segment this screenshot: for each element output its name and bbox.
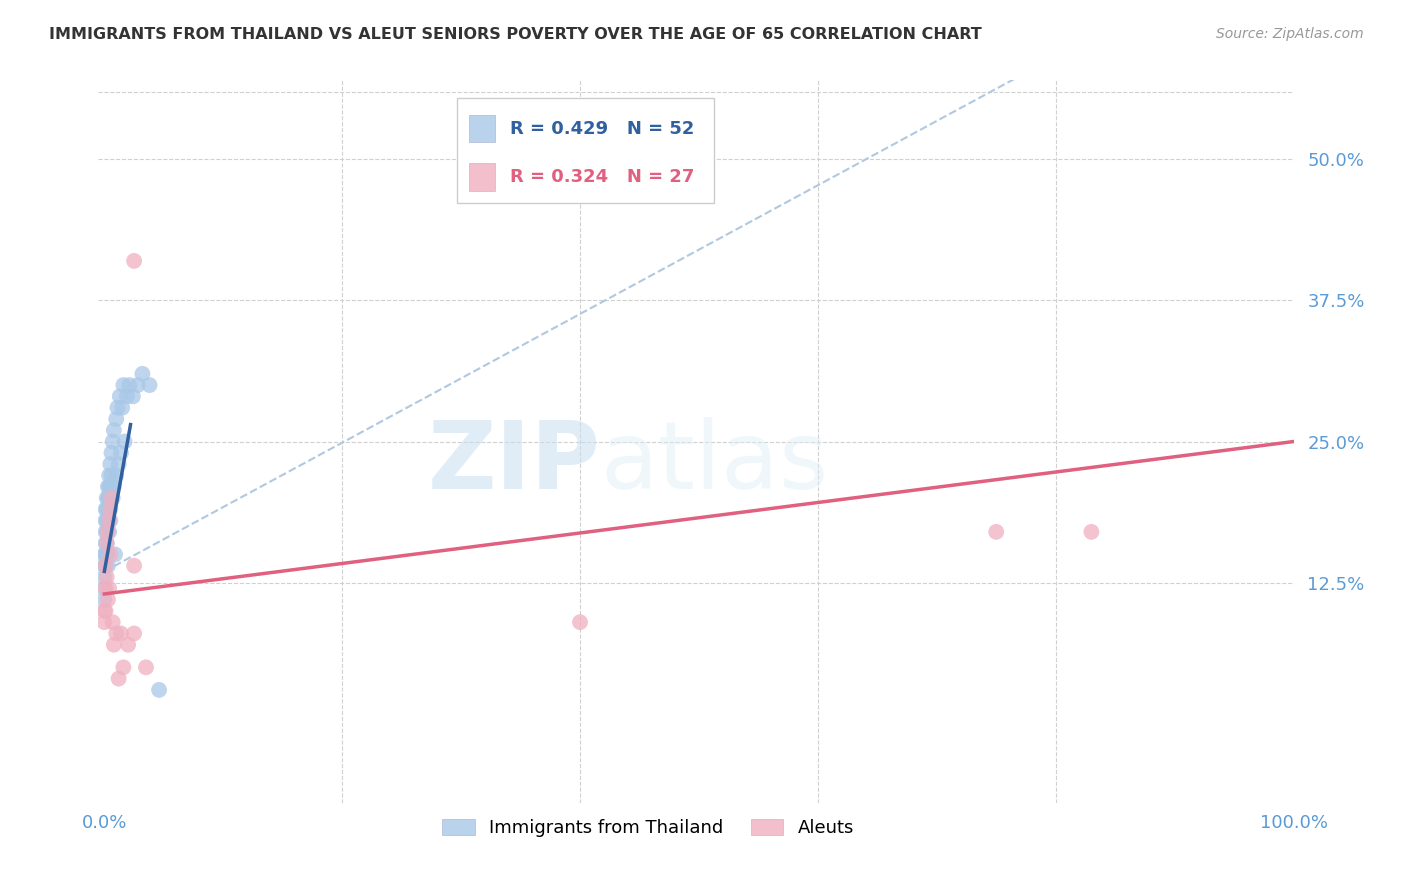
Point — [131, 367, 153, 381]
Point — [98, 514, 121, 528]
Point — [93, 558, 115, 573]
Point — [104, 548, 127, 562]
Point — [94, 536, 117, 550]
Point — [986, 524, 1008, 539]
Point — [93, 592, 115, 607]
Point — [98, 502, 121, 516]
Text: Source: ZipAtlas.com: Source: ZipAtlas.com — [1216, 27, 1364, 41]
Point — [96, 491, 118, 505]
Text: ZIP: ZIP — [427, 417, 600, 509]
Point — [117, 638, 139, 652]
Point — [101, 491, 124, 505]
Point — [96, 514, 118, 528]
Point — [93, 615, 115, 630]
Point — [97, 558, 120, 573]
Point — [94, 604, 117, 618]
Point — [127, 378, 149, 392]
Point — [115, 389, 138, 403]
FancyBboxPatch shape — [470, 115, 495, 143]
Point — [98, 457, 121, 471]
Point — [110, 626, 132, 640]
Point — [97, 491, 120, 505]
Point — [98, 468, 121, 483]
Text: IMMIGRANTS FROM THAILAND VS ALEUT SENIORS POVERTY OVER THE AGE OF 65 CORRELATION: IMMIGRANTS FROM THAILAND VS ALEUT SENIOR… — [49, 27, 981, 42]
Point — [103, 423, 125, 437]
Point — [112, 378, 135, 392]
Point — [107, 457, 129, 471]
Point — [94, 558, 117, 573]
Point — [100, 491, 122, 505]
Point — [122, 626, 145, 640]
Point — [138, 378, 160, 392]
FancyBboxPatch shape — [457, 98, 714, 203]
Point — [101, 615, 124, 630]
Point — [96, 570, 118, 584]
Point — [97, 592, 120, 607]
FancyBboxPatch shape — [470, 163, 495, 191]
Point — [97, 514, 120, 528]
Point — [93, 548, 115, 562]
Point — [148, 682, 170, 697]
Point — [122, 253, 145, 268]
Point — [105, 412, 128, 426]
Point — [103, 480, 125, 494]
Point — [122, 389, 145, 403]
Point — [97, 480, 120, 494]
Point — [98, 524, 121, 539]
Point — [569, 615, 592, 630]
Point — [94, 524, 117, 539]
Legend: Immigrants from Thailand, Aleuts: Immigrants from Thailand, Aleuts — [434, 812, 862, 845]
Point — [100, 446, 122, 460]
Point — [98, 514, 121, 528]
Point — [112, 660, 135, 674]
Point — [107, 672, 129, 686]
Point — [101, 434, 124, 449]
Point — [96, 536, 118, 550]
Point — [100, 468, 122, 483]
Point — [96, 548, 118, 562]
Point — [98, 582, 121, 596]
Point — [94, 548, 117, 562]
Point — [98, 480, 121, 494]
Point — [96, 524, 118, 539]
Point — [94, 558, 117, 573]
Point — [96, 536, 118, 550]
Point — [98, 548, 121, 562]
Text: atlas: atlas — [600, 417, 828, 509]
Point — [97, 502, 120, 516]
Point — [1080, 524, 1102, 539]
Point — [94, 582, 117, 596]
Point — [105, 468, 128, 483]
Point — [97, 524, 120, 539]
Point — [122, 558, 145, 573]
Point — [98, 480, 121, 494]
Point — [94, 514, 117, 528]
Point — [108, 389, 131, 403]
Point — [135, 660, 157, 674]
Point — [118, 378, 141, 392]
Point — [93, 582, 115, 596]
Text: R = 0.429   N = 52: R = 0.429 N = 52 — [509, 120, 695, 137]
Point — [110, 446, 132, 460]
Point — [103, 638, 125, 652]
Point — [98, 491, 121, 505]
Point — [114, 434, 136, 449]
Point — [96, 502, 118, 516]
Text: R = 0.324   N = 27: R = 0.324 N = 27 — [509, 168, 695, 186]
Point — [107, 401, 129, 415]
Point — [94, 502, 117, 516]
Point — [93, 570, 115, 584]
Point — [105, 626, 128, 640]
Point — [111, 401, 134, 415]
Point — [93, 604, 115, 618]
